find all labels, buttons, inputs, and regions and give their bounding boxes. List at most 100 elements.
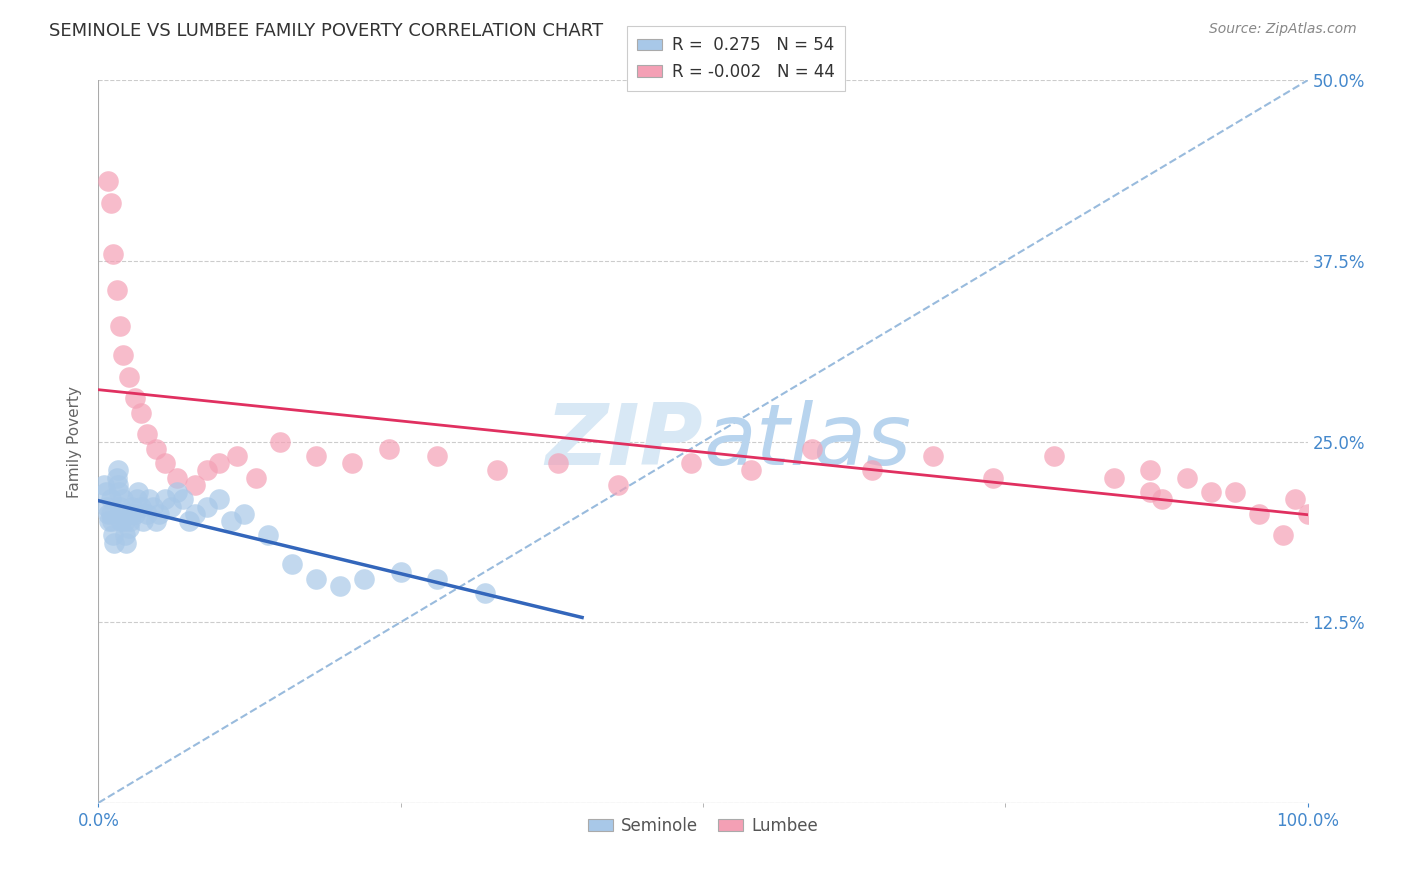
Point [132,514,155,528]
Point [166,470,188,484]
Point [1249,507,1271,521]
Point [101,528,124,542]
Point [256,528,278,542]
Point [98,514,121,528]
Point [114,528,136,542]
Point [208,492,231,507]
Point [1272,528,1295,542]
Point [118,369,141,384]
Point [860,463,883,477]
Point [160,500,183,514]
Point [148,507,170,521]
Point [281,558,304,572]
Point [100,492,122,507]
Point [100,196,122,211]
Point [474,586,496,600]
Point [127,492,149,507]
Point [329,579,352,593]
Point [135,427,157,442]
Point [105,283,128,297]
Point [353,572,375,586]
Point [1139,485,1161,500]
Point [135,507,157,521]
Point [100,507,122,521]
Point [105,470,128,484]
Point [153,492,176,507]
Point [221,514,243,528]
Point [101,246,124,260]
Point [118,521,141,535]
Point [1223,485,1246,500]
Point [103,535,125,549]
Point [486,463,509,477]
Point [100,514,122,528]
Point [426,449,449,463]
Point [607,478,630,492]
Point [547,456,569,470]
Point [145,514,167,528]
Y-axis label: Family Poverty: Family Poverty [67,385,83,498]
Point [981,470,1004,484]
Point [124,507,146,521]
Point [107,478,129,492]
Point [184,478,207,492]
Point [129,406,152,420]
Text: ZIP: ZIP [546,400,703,483]
Point [111,348,134,362]
Text: Source: ZipAtlas.com: Source: ZipAtlas.com [1209,22,1357,37]
Point [179,514,201,528]
Point [245,470,267,484]
Point [127,485,149,500]
Point [195,500,218,514]
Legend: Seminole, Lumbee: Seminole, Lumbee [581,810,825,841]
Point [800,442,823,456]
Point [108,507,131,521]
Point [166,485,188,500]
Point [921,449,943,463]
Point [108,485,131,500]
Point [1102,470,1125,484]
Point [426,572,449,586]
Point [153,456,176,470]
Point [1175,470,1198,484]
Point [108,318,131,333]
Point [93,478,115,492]
Point [226,449,249,463]
Point [129,500,152,514]
Point [138,492,160,507]
Point [389,565,412,579]
Point [124,391,146,405]
Point [305,449,328,463]
Point [195,463,218,477]
Point [97,507,120,521]
Point [208,456,231,470]
Point [112,507,135,521]
Point [1199,485,1222,500]
Text: atlas: atlas [703,400,911,483]
Point [377,442,399,456]
Point [740,463,762,477]
Point [115,535,138,549]
Point [342,456,364,470]
Point [1152,492,1174,507]
Point [184,507,207,521]
Point [111,492,134,507]
Point [118,514,141,528]
Point [107,463,129,477]
Point [1284,492,1306,507]
Point [96,500,118,514]
Point [145,442,167,456]
Point [1296,507,1319,521]
Point [305,572,328,586]
Point [120,507,142,521]
Point [679,456,702,470]
Point [108,500,131,514]
Text: SEMINOLE VS LUMBEE FAMILY POVERTY CORRELATION CHART: SEMINOLE VS LUMBEE FAMILY POVERTY CORREL… [49,22,603,40]
Point [110,514,132,528]
Point [94,485,117,500]
Point [97,174,120,188]
Point [142,500,165,514]
Point [1139,463,1161,477]
Point [114,514,136,528]
Point [269,434,291,449]
